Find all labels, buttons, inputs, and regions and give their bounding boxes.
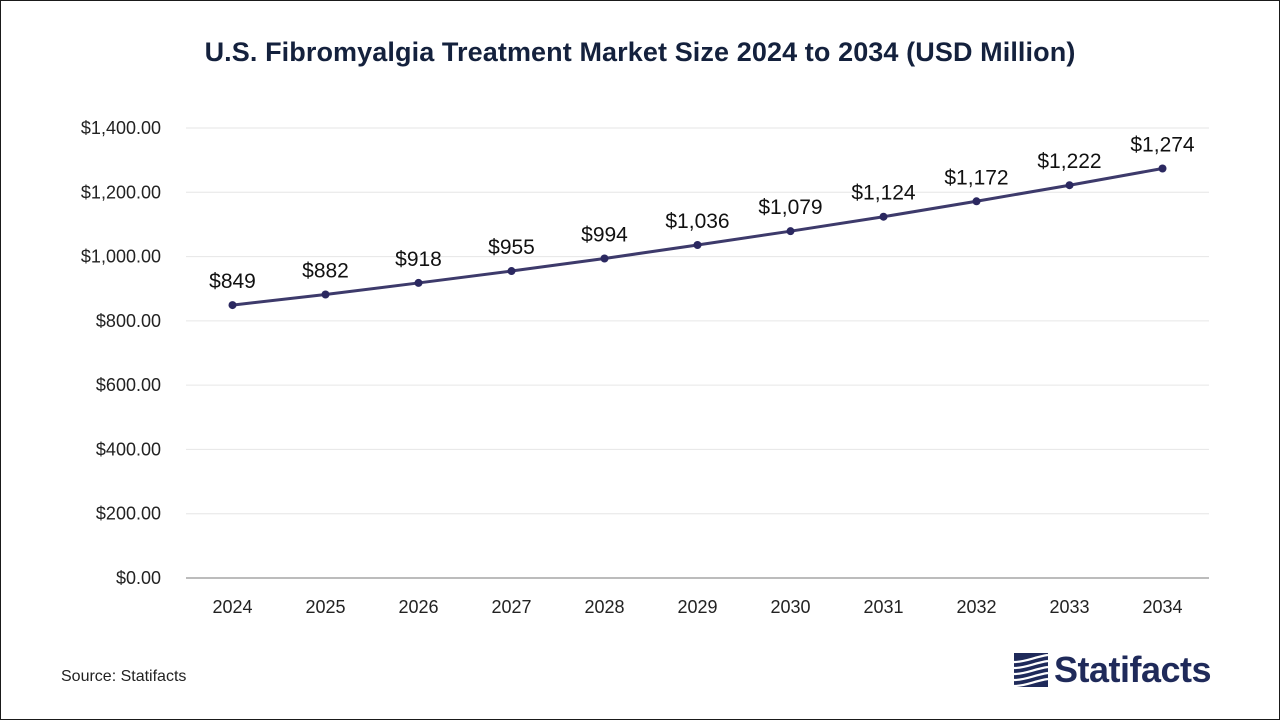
data-label: $1,222 xyxy=(1037,150,1101,173)
y-axis: $0.00 $200.00 $400.00 $600.00 $800.00 $1,000.… xyxy=(81,118,161,588)
data-label: $1,079 xyxy=(758,196,822,219)
data-point xyxy=(228,301,237,310)
y-tick-label: $1,000.00 xyxy=(81,247,161,267)
data-label: $955 xyxy=(488,236,535,259)
y-tick-label: $1,400.00 xyxy=(81,118,161,138)
data-point xyxy=(321,290,330,299)
y-tick-label: $200.00 xyxy=(96,504,161,524)
data-point xyxy=(786,227,795,236)
x-tick-label: 2034 xyxy=(1142,597,1182,617)
x-tick-label: 2030 xyxy=(770,597,810,617)
data-label: $1,036 xyxy=(665,210,729,233)
data-label: $994 xyxy=(581,224,628,247)
y-tick-label: $800.00 xyxy=(96,311,161,331)
y-tick-label: $1,200.00 xyxy=(81,182,161,202)
data-label: $849 xyxy=(209,270,256,293)
x-tick-label: 2024 xyxy=(212,597,252,617)
data-point xyxy=(507,267,516,276)
data-point xyxy=(600,254,609,263)
data-point xyxy=(972,197,981,206)
data-label: $918 xyxy=(395,248,442,271)
x-tick-label: 2033 xyxy=(1049,597,1089,617)
data-point xyxy=(879,212,888,221)
grid-layer xyxy=(186,127,1209,515)
data-label: $1,124 xyxy=(851,182,916,205)
data-label: $1,274 xyxy=(1130,134,1195,157)
x-tick-label: 2028 xyxy=(584,597,624,617)
data-point xyxy=(693,241,702,249)
data-point xyxy=(1065,181,1074,190)
brand-name: Statifacts xyxy=(1054,649,1212,690)
x-tick-label: 2029 xyxy=(677,597,717,617)
y-tick-label: $0.00 xyxy=(116,568,161,588)
data-label-layer: $849 $882 $918 $955 $994 $1,036 $1,079 $1,124 $1… xyxy=(209,134,1195,294)
data-point xyxy=(414,278,423,287)
data-label: $1,172 xyxy=(944,166,1008,189)
data-label: $882 xyxy=(302,260,349,283)
brand-logo: Statifacts xyxy=(1014,649,1212,690)
y-tick-label: $400.00 xyxy=(96,439,161,459)
y-tick-label: $600.00 xyxy=(96,375,161,395)
x-tick-label: 2032 xyxy=(956,597,996,617)
x-tick-label: 2027 xyxy=(491,597,531,617)
source-note: Source: Statifacts xyxy=(61,668,187,685)
series-line xyxy=(232,167,1163,307)
statifacts-logo-icon xyxy=(1014,653,1048,687)
series-layer xyxy=(228,164,1167,310)
chart-title: U.S. Fibromyalgia Treatment Market Size … xyxy=(204,37,1076,67)
x-tick-label: 2025 xyxy=(305,597,345,617)
x-axis: 2024 2025 2026 2027 2028 2029 2030 2031 2032 2033… xyxy=(186,577,1209,617)
x-tick-label: 2026 xyxy=(398,597,438,617)
x-tick-label: 2031 xyxy=(863,597,903,617)
data-point xyxy=(1158,164,1167,173)
